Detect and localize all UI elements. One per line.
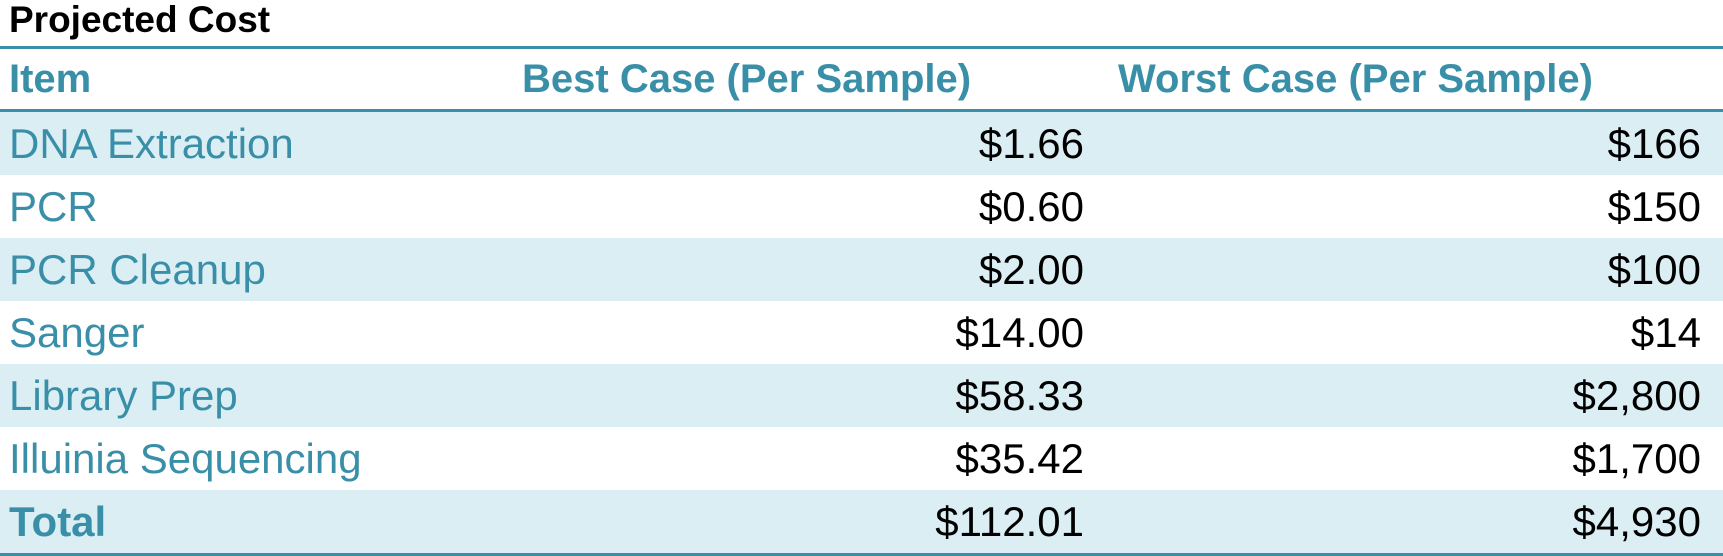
row-best-case-value: $2.00 — [978, 245, 1084, 293]
row-item-label: PCR — [9, 182, 98, 230]
table-header-row: Item Best Case (Per Sample) Worst Case (… — [0, 49, 1723, 112]
total-row: Total $112.01 $4,930 — [0, 490, 1723, 553]
column-header-item: Item — [9, 56, 92, 101]
row-item-label: PCR Cleanup — [9, 245, 266, 293]
table-title: Projected Cost — [9, 0, 271, 40]
row-worst-case-value: $150 — [1607, 182, 1701, 230]
projected-cost-table: Item Best Case (Per Sample) Worst Case (… — [0, 46, 1723, 556]
row-item-label: Library Prep — [9, 371, 238, 419]
table-row: DNA Extraction $1.66 $166 — [0, 112, 1723, 175]
table-row: Illuinia Sequencing $35.42 $1,700 — [0, 427, 1723, 490]
row-item-label: Illuinia Sequencing — [9, 434, 362, 482]
row-best-case-value: $1.66 — [978, 119, 1084, 167]
column-header-worst-case: Worst Case (Per Sample) — [1118, 56, 1593, 101]
row-worst-case-value: $14 — [1630, 308, 1701, 356]
table-row: Library Prep $58.33 $2,800 — [0, 364, 1723, 427]
table-row: PCR Cleanup $2.00 $100 — [0, 238, 1723, 301]
row-worst-case-value: $1,700 — [1572, 434, 1701, 482]
row-best-case-value: $35.42 — [955, 434, 1084, 482]
row-item-label: DNA Extraction — [9, 119, 294, 167]
table-row: Sanger $14.00 $14 — [0, 301, 1723, 364]
row-best-case-value: $0.60 — [978, 182, 1084, 230]
table-row: PCR $0.60 $150 — [0, 175, 1723, 238]
column-header-best-case: Best Case (Per Sample) — [522, 56, 972, 101]
row-best-case-value: $58.33 — [955, 371, 1084, 419]
total-label: Total — [9, 497, 107, 545]
row-worst-case-value: $166 — [1607, 119, 1701, 167]
total-best-case-value: $112.01 — [935, 497, 1084, 545]
row-item-label: Sanger — [9, 308, 145, 356]
row-worst-case-value: $100 — [1607, 245, 1701, 293]
row-worst-case-value: $2,800 — [1572, 371, 1701, 419]
row-best-case-value: $14.00 — [955, 308, 1084, 356]
total-worst-case-value: $4,930 — [1572, 497, 1701, 545]
